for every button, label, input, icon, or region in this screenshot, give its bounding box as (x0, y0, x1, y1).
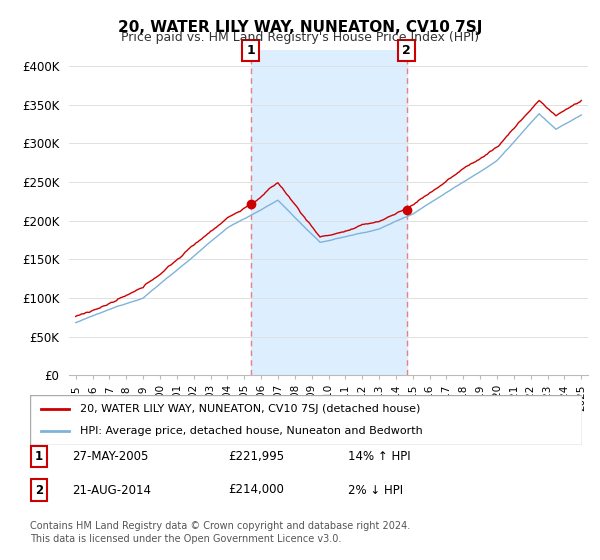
Text: Price paid vs. HM Land Registry's House Price Index (HPI): Price paid vs. HM Land Registry's House … (121, 31, 479, 44)
Text: 2% ↓ HPI: 2% ↓ HPI (348, 483, 403, 497)
Bar (251, 50, 407, 375)
Text: HPI: Average price, detached house, Nuneaton and Bedworth: HPI: Average price, detached house, Nune… (80, 426, 422, 436)
FancyBboxPatch shape (30, 395, 582, 445)
Text: This data is licensed under the Open Government Licence v3.0.: This data is licensed under the Open Gov… (30, 534, 341, 544)
Text: 1: 1 (35, 450, 43, 463)
Text: 21-AUG-2014: 21-AUG-2014 (72, 483, 151, 497)
Text: 20, WATER LILY WAY, NUNEATON, CV10 7SJ: 20, WATER LILY WAY, NUNEATON, CV10 7SJ (118, 20, 482, 35)
Text: 27-MAY-2005: 27-MAY-2005 (72, 450, 148, 463)
Text: 1: 1 (246, 44, 255, 57)
Text: 14% ↑ HPI: 14% ↑ HPI (348, 450, 410, 463)
Text: £214,000: £214,000 (228, 483, 284, 497)
Text: 20, WATER LILY WAY, NUNEATON, CV10 7SJ (detached house): 20, WATER LILY WAY, NUNEATON, CV10 7SJ (… (80, 404, 420, 414)
Text: £221,995: £221,995 (228, 450, 284, 463)
Text: 2: 2 (35, 483, 43, 497)
Text: 2: 2 (402, 44, 411, 57)
Text: Contains HM Land Registry data © Crown copyright and database right 2024.: Contains HM Land Registry data © Crown c… (30, 521, 410, 531)
